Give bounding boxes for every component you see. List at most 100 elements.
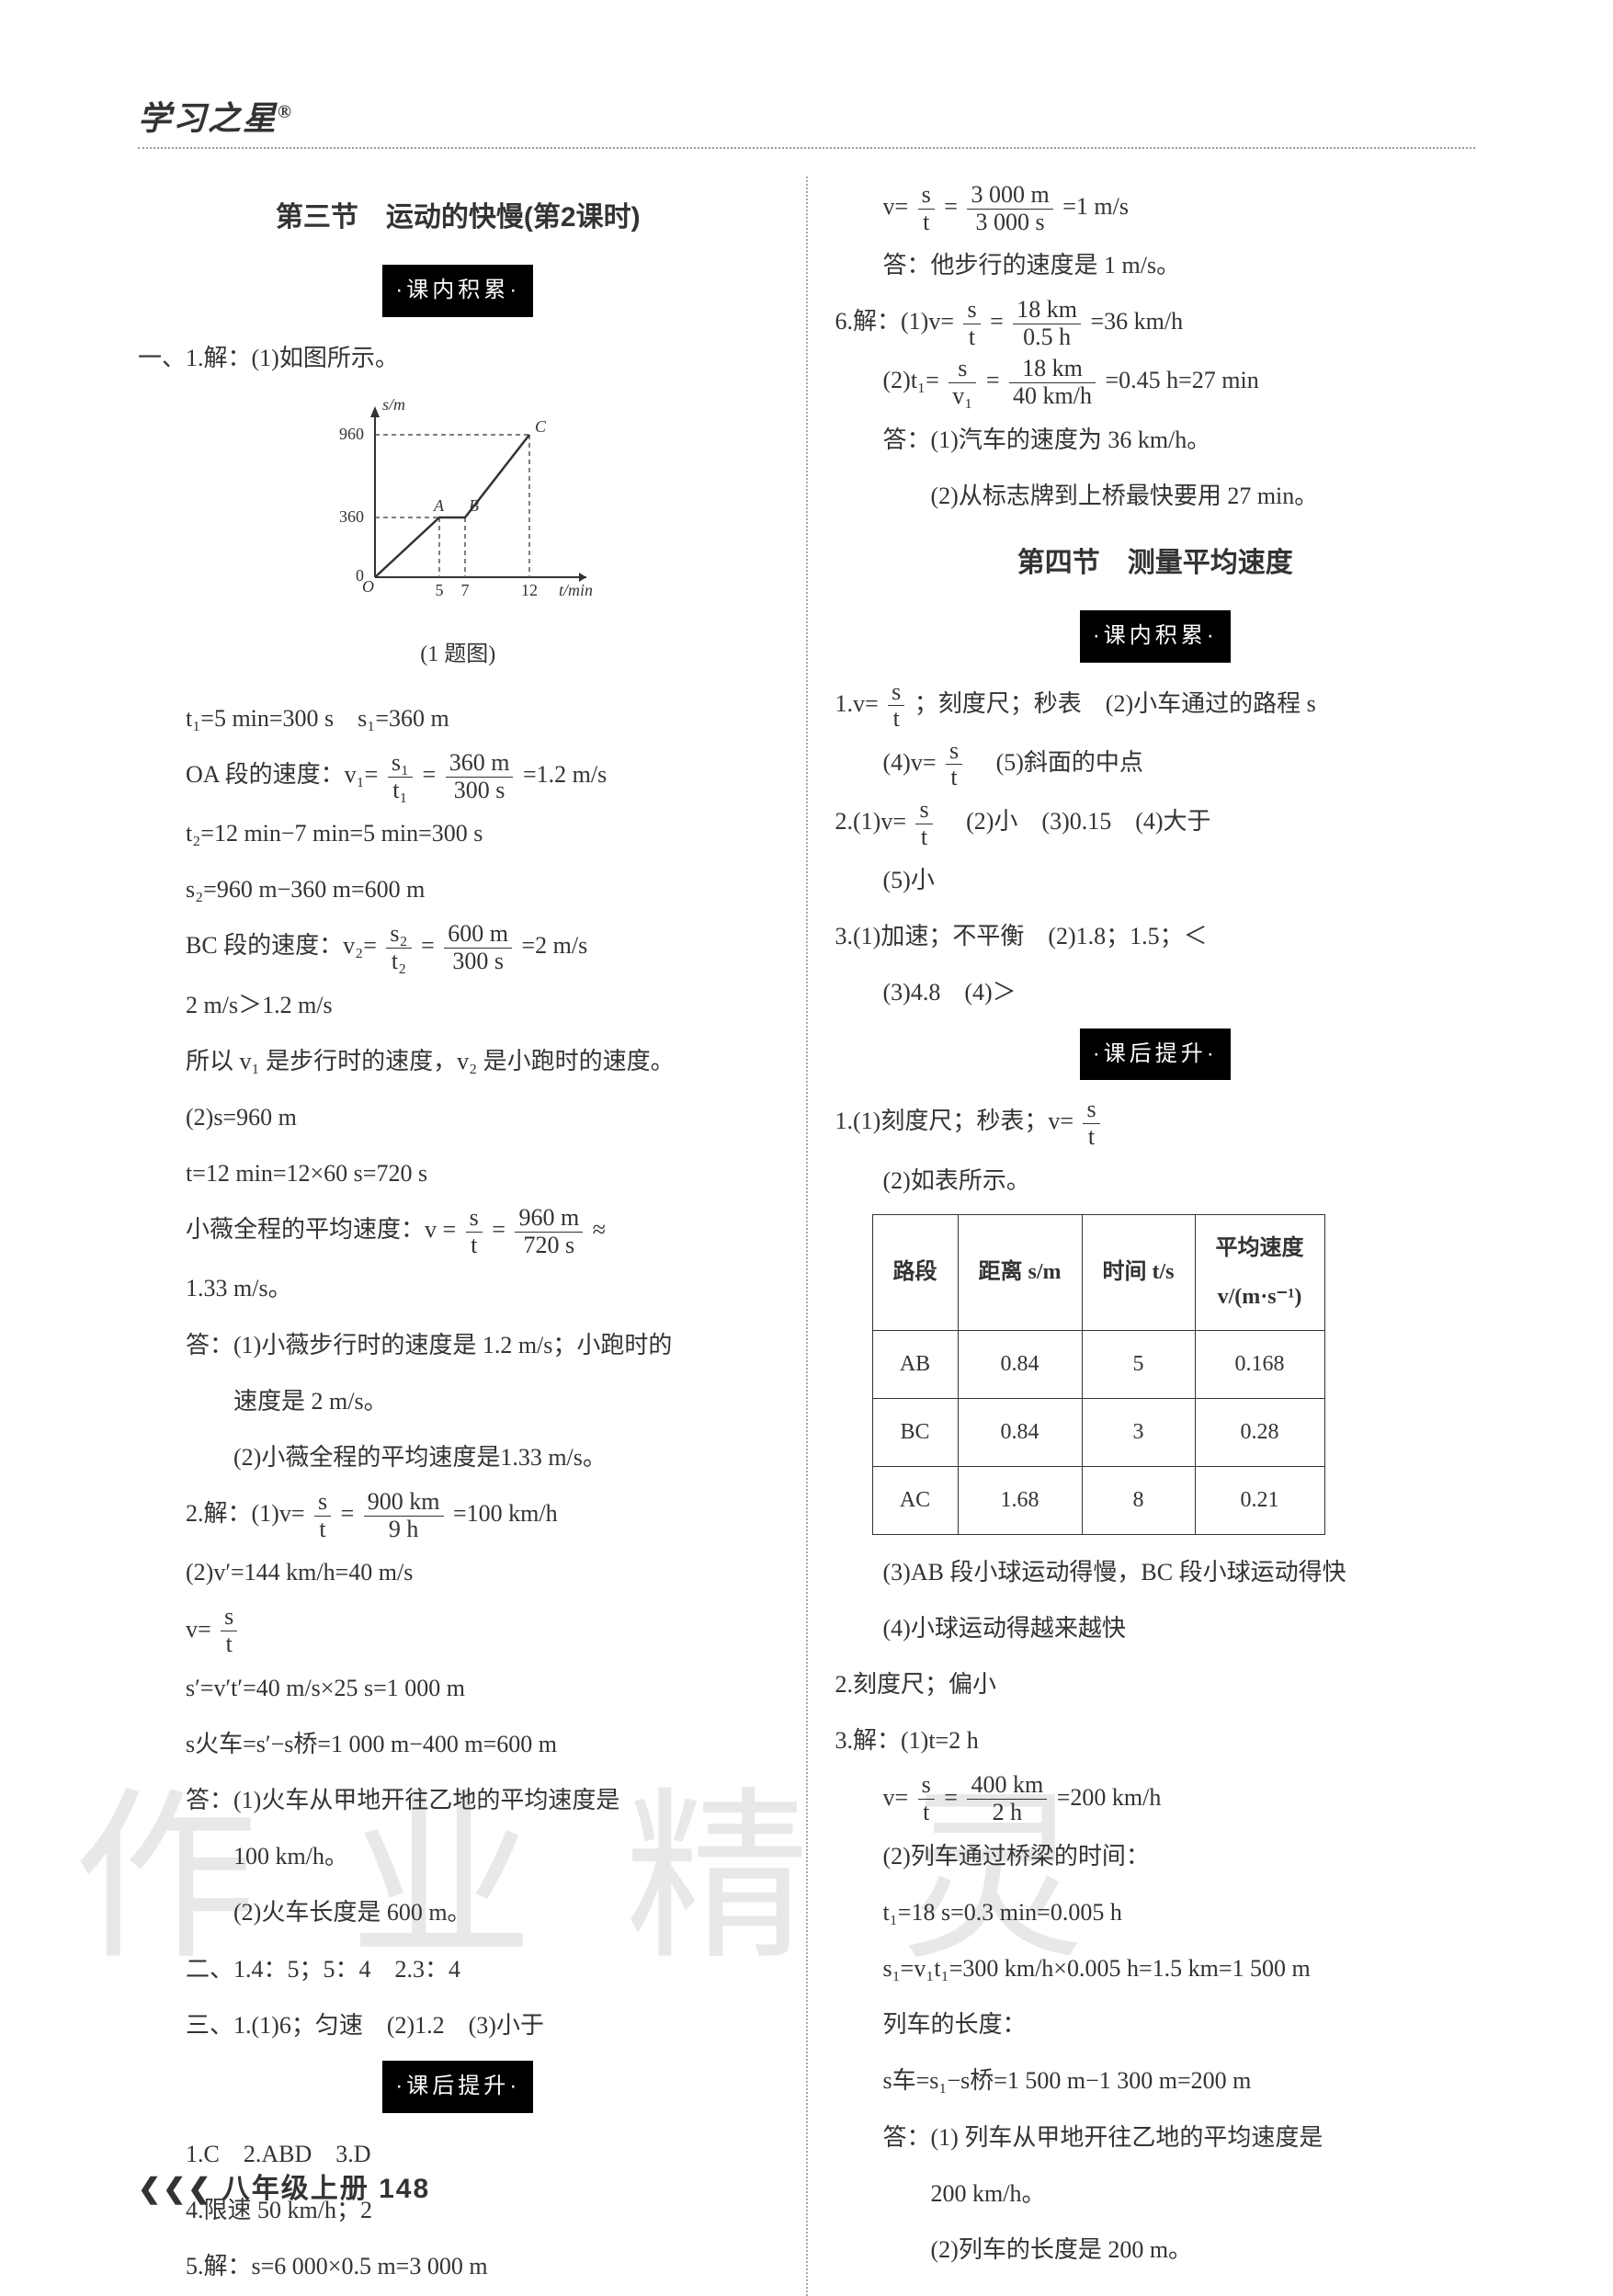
right-column: v= st = 3 000 m3 000 s =1 m/s 答：他步行的速度是 … xyxy=(808,176,1476,2296)
t: =2 m/s xyxy=(522,932,588,959)
t: = xyxy=(986,367,1000,393)
t3: (3)AB 段小球运动得慢，BC 段小球运动得快 xyxy=(835,1546,1476,1598)
s2c: (5)小 xyxy=(835,854,1476,906)
page-footer: ❮❮❮ 八年级上册 148 xyxy=(138,2165,430,2206)
u10: (2)列车的长度是 200 m。 xyxy=(835,2223,1476,2276)
q2-1: 2.解：(1)v= st = 900 km9 h =100 km/h xyxy=(138,1487,778,1542)
svg-text:s/m: s/m xyxy=(382,395,405,414)
t: = xyxy=(990,308,1004,335)
th-0: 路段 xyxy=(872,1214,958,1331)
t: =100 km/h xyxy=(453,1500,558,1527)
u7: 列车的长度： xyxy=(835,1998,1476,2051)
frac: st xyxy=(918,1772,935,1825)
footer-grade: 八年级上册 xyxy=(222,2174,369,2204)
table-header-row: 路段 距离 s/m 时间 t/s 平均速度 v/(m·s⁻¹) xyxy=(872,1214,1324,1331)
t: 2.(1)v= xyxy=(835,808,906,835)
t: v= xyxy=(883,1784,909,1811)
frac: st xyxy=(915,797,932,850)
part2: 二、1.4：5；5：4 2.3：4 xyxy=(138,1943,778,1995)
t: 1.v= xyxy=(835,690,879,717)
frac: st xyxy=(918,182,935,235)
t: =200 km/h xyxy=(1057,1784,1162,1811)
t: = xyxy=(944,1784,958,1811)
s1: 1.v= st ；刻度尺；秒表 (2)小车通过的路程 s xyxy=(835,677,1476,733)
t: = xyxy=(341,1500,355,1527)
frac: 18 km40 km/h xyxy=(1009,356,1096,409)
l9: t=12 min=12×60 s=720 s xyxy=(138,1147,778,1199)
frac: 18 km0.5 h xyxy=(1013,297,1081,350)
u8: s车=s₁−s桥=1 500 m−1 300 m=200 m xyxy=(835,2054,1476,2107)
t: 6.解：(1)v= xyxy=(835,308,954,335)
table-row: BC 0.84 3 0.28 xyxy=(872,1399,1324,1467)
t1b: (2)如表所示。 xyxy=(835,1154,1476,1207)
frac: st xyxy=(888,679,904,733)
r5: 答：(1)汽车的速度为 36 km/h。 xyxy=(835,414,1476,466)
svg-text:360: 360 xyxy=(339,507,364,526)
footer-page: 148 xyxy=(379,2174,430,2204)
th-1: 距离 s/m xyxy=(958,1214,1082,1331)
t: (5)斜面的中点 xyxy=(972,749,1143,776)
u9: 答：(1) 列车从甲地开往乙地的平均速度是 xyxy=(835,2111,1476,2164)
t: = xyxy=(492,1216,505,1243)
u3: 3.解：(1)t=2 h xyxy=(835,1714,1476,1767)
left-column: 第三节 运动的快慢(第2课时) ·课内积累· 一、1.解：(1)如图所示。 0 … xyxy=(138,176,806,2296)
t: (4)v= xyxy=(883,749,937,776)
r1: v= st = 3 000 m3 000 s =1 m/s xyxy=(835,180,1476,235)
l8: (2)s=960 m xyxy=(138,1091,778,1143)
chart-caption: (1 题图) xyxy=(138,631,778,679)
l2b: = xyxy=(423,761,437,788)
svg-text:B: B xyxy=(469,496,479,515)
cell: 5 xyxy=(1082,1331,1195,1399)
l6: 2 m/s＞1.2 m/s xyxy=(138,979,778,1031)
l11: 1.33 m/s。 xyxy=(138,1262,778,1314)
frac: s₂t₂ xyxy=(386,921,411,974)
r4: (2)t₁= sv₁ = 18 km40 km/h =0.45 h=27 min xyxy=(835,354,1476,409)
svg-text:C: C xyxy=(535,417,547,436)
t1: 1.(1)刻度尺；秒表；v= st xyxy=(835,1095,1476,1150)
cell: 0.168 xyxy=(1195,1331,1324,1399)
l1: t₁=5 min=300 s s₁=360 m xyxy=(138,692,778,744)
frac: s₁t₁ xyxy=(388,750,413,803)
svg-text:12: 12 xyxy=(521,581,538,599)
r3: 6.解：(1)v= st = 18 km0.5 h =36 km/h xyxy=(835,295,1476,350)
cell: 1.68 xyxy=(958,1466,1082,1534)
section3-title: 第三节 运动的快慢(第2课时) xyxy=(138,188,778,248)
t: = xyxy=(944,193,958,220)
table-row: AC 1.68 8 0.21 xyxy=(872,1466,1324,1534)
cell: AB xyxy=(872,1331,958,1399)
r6: (2)从标志牌到上桥最快要用 27 min。 xyxy=(835,470,1476,522)
content-columns: 第三节 运动的快慢(第2课时) ·课内积累· 一、1.解：(1)如图所示。 0 … xyxy=(138,176,1475,2296)
part3: 三、1.(1)6；匀速 (2)1.2 (3)小于 xyxy=(138,1999,778,2052)
t: ；刻度尺；秒表 (2)小车通过的路程 s xyxy=(914,690,1316,717)
frac: 360 m300 s xyxy=(446,750,514,803)
cell: 0.84 xyxy=(958,1399,1082,1467)
table-row: AB 0.84 5 0.168 xyxy=(872,1331,1324,1399)
u5: t₁=18 s=0.3 min=0.005 h xyxy=(835,1886,1476,1938)
t: BC 段的速度：v₂= xyxy=(186,932,377,959)
l2: OA 段的速度：v₁= s₁t₁ = 360 m300 s =1.2 m/s xyxy=(138,748,778,803)
speed-table: 路段 距离 s/m 时间 t/s 平均速度 v/(m·s⁻¹) AB 0.84 … xyxy=(872,1214,1325,1535)
u3eq: v= st = 400 km2 h =200 km/h xyxy=(835,1771,1476,1826)
badge-kehou-1: ·课后提升· xyxy=(382,2061,533,2113)
q2-7: (2)火车长度是 600 m。 xyxy=(138,1886,778,1938)
s2: 2.(1)v= st (2)小 (3)0.15 (4)大于 xyxy=(835,795,1476,850)
frac: 400 km2 h xyxy=(967,1772,1047,1825)
badge-kehou-2: ·课后提升· xyxy=(1080,1029,1231,1081)
cell: BC xyxy=(872,1399,958,1467)
frac: 900 km9 h xyxy=(364,1489,444,1542)
a5: 5.解：s=6 000×0.5 m=3 000 m xyxy=(138,2240,778,2292)
l2a: OA 段的速度：v₁= xyxy=(186,761,378,788)
cell: AC xyxy=(872,1466,958,1534)
s3b: (3)4.8 (4)＞ xyxy=(835,966,1476,1018)
u4: (2)列车通过桥梁的时间： xyxy=(835,1830,1476,1882)
q1-chart: 0 360 960 5 7 12 O A B C s/m xyxy=(292,393,623,623)
q2-2: (2)v′=144 km/h=40 m/s xyxy=(138,1546,778,1598)
l12: 答：(1)小薇步行时的速度是 1.2 m/s；小跑时的 xyxy=(138,1319,778,1371)
t: 2.解：(1)v= xyxy=(186,1500,304,1527)
q1-intro: 一、1.解：(1)如图所示。 xyxy=(138,332,778,384)
reg-mark: ® xyxy=(278,102,293,122)
q2-6: 答：(1)火车从甲地开往乙地的平均速度是 xyxy=(138,1774,778,1826)
frac: sv₁ xyxy=(948,356,976,409)
t: (2)小 (3)0.15 (4)大于 xyxy=(942,808,1210,835)
frac: 960 m720 s xyxy=(515,1205,583,1258)
